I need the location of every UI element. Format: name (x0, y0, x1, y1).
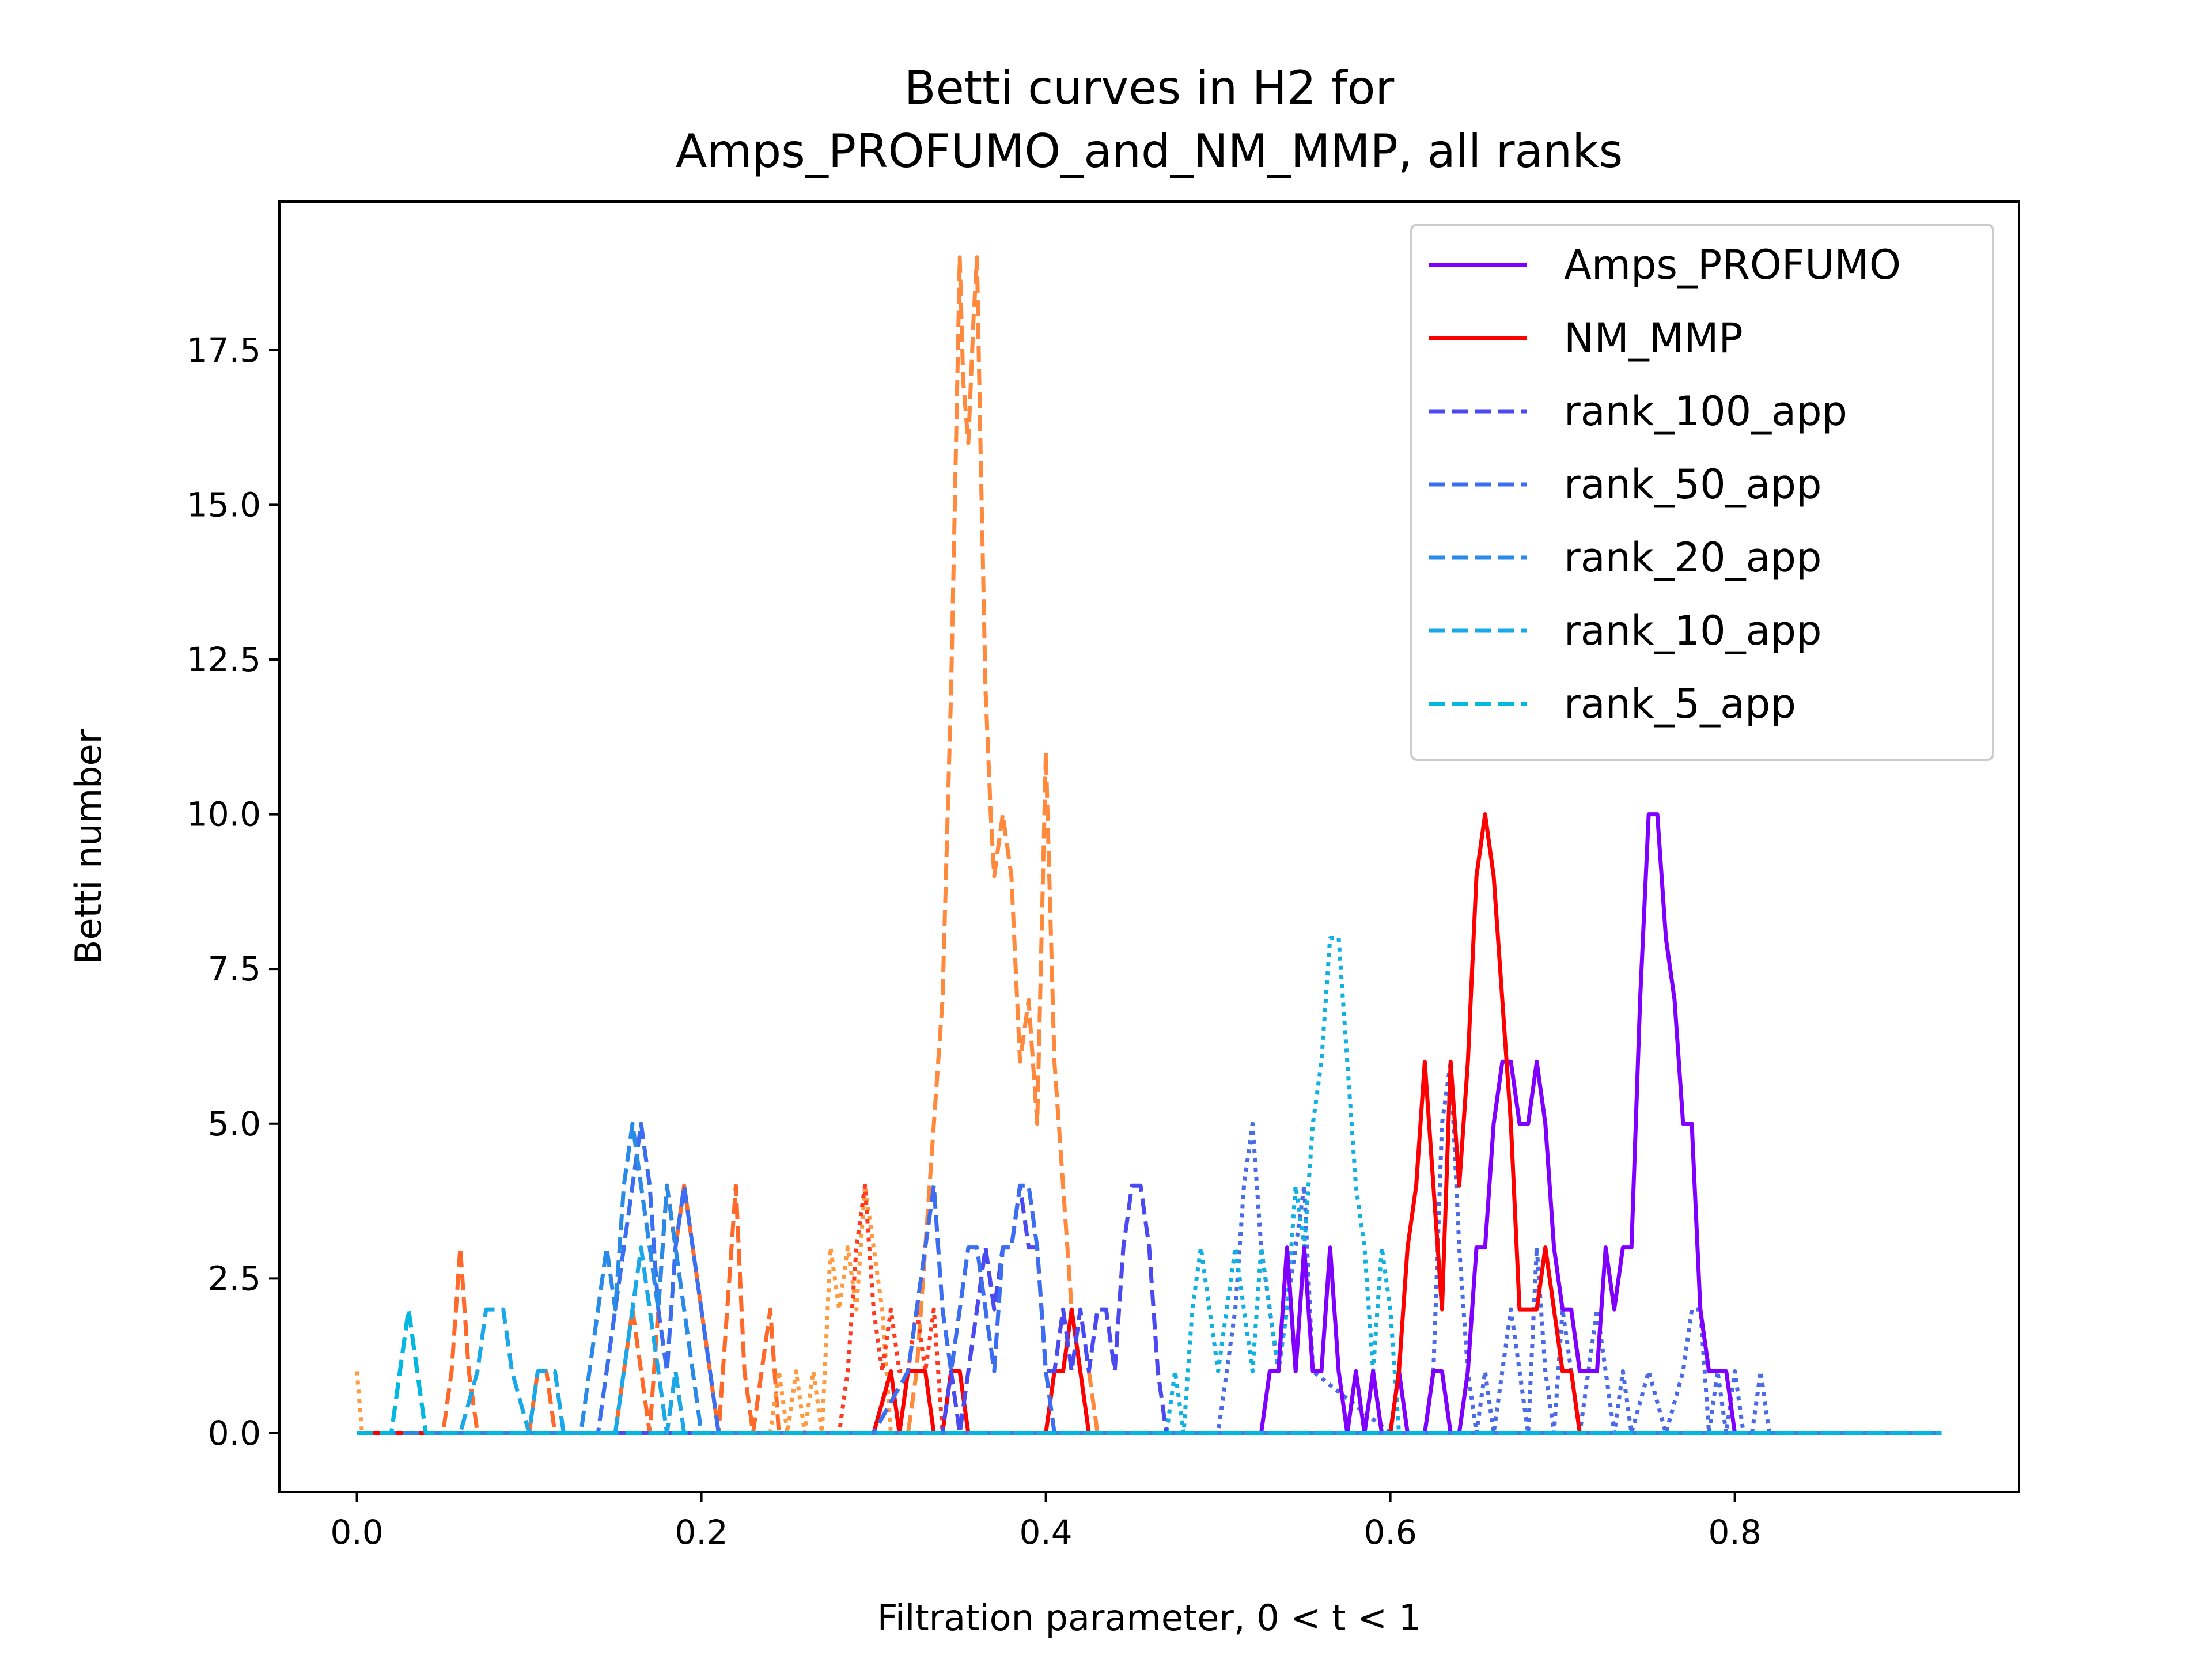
legend: Amps_PROFUMO NM_MMP rank_100_app rank_50_ap… (1410, 224, 1994, 761)
plot-area (355, 255, 1942, 1435)
x-axis-label: Filtration parameter, 0 < t < 1 (877, 1597, 1422, 1639)
series-line-amps-profumo (357, 812, 1744, 1435)
legend-entry: rank_5_app (1564, 680, 1796, 728)
chart-title-line1: Betti curves in H2 for (904, 61, 1395, 115)
series-line-unlabeled-9 (355, 1183, 1942, 1435)
legend-entry: rank_50_app (1564, 461, 1821, 508)
x-tick-label: 0.6 (1363, 1513, 1416, 1552)
series-line-unlabeled-10 (357, 1183, 1942, 1435)
series-line-rank-5-app (357, 1307, 1942, 1435)
legend-entry: NM_MMP (1564, 315, 1743, 362)
x-tick-label: 0.8 (1709, 1513, 1762, 1552)
chart-title-line2: Amps_PROFUMO_and_NM_MMP, all ranks (676, 124, 1623, 178)
series-line-rank-20-app (357, 1122, 1942, 1435)
legend-entry: rank_100_app (1564, 388, 1847, 435)
plot-frame (278, 200, 2020, 1493)
y-tick-label: 0.0 (208, 1414, 261, 1453)
y-tick-label: 12.5 (187, 640, 261, 679)
series-line-rank-100-app (357, 1183, 1942, 1435)
y-tick-label: 7.5 (208, 949, 261, 988)
y-axis-ticks: 0.0 2.5 5.0 7.5 10.0 12.5 15.0 17.5 (187, 331, 279, 1453)
y-tick-label: 5.0 (208, 1104, 261, 1143)
legend-box (1410, 224, 1994, 761)
legend-entry: rank_10_app (1564, 607, 1821, 654)
y-tick-label: 15.0 (187, 485, 261, 524)
x-tick-label: 0.4 (1019, 1513, 1072, 1552)
series-line-unlabeled-12 (357, 936, 1942, 1435)
legend-entry: rank_20_app (1564, 534, 1821, 581)
y-axis-label: Betti number (67, 729, 109, 964)
x-axis-ticks: 0.0 0.2 0.4 0.6 0.8 (330, 1492, 1762, 1552)
x-tick-label: 0.0 (330, 1513, 383, 1552)
series-line-unlabeled-8 (357, 1183, 1942, 1435)
series-line-nm-mmp (357, 812, 1942, 1435)
legend-entry: Amps_PROFUMO (1564, 241, 1901, 289)
series-line-rank-50-app (357, 1122, 1942, 1435)
x-tick-label: 0.2 (675, 1513, 728, 1552)
y-tick-label: 10.0 (187, 795, 261, 834)
y-tick-label: 2.5 (208, 1259, 261, 1298)
y-tick-label: 17.5 (187, 331, 261, 370)
